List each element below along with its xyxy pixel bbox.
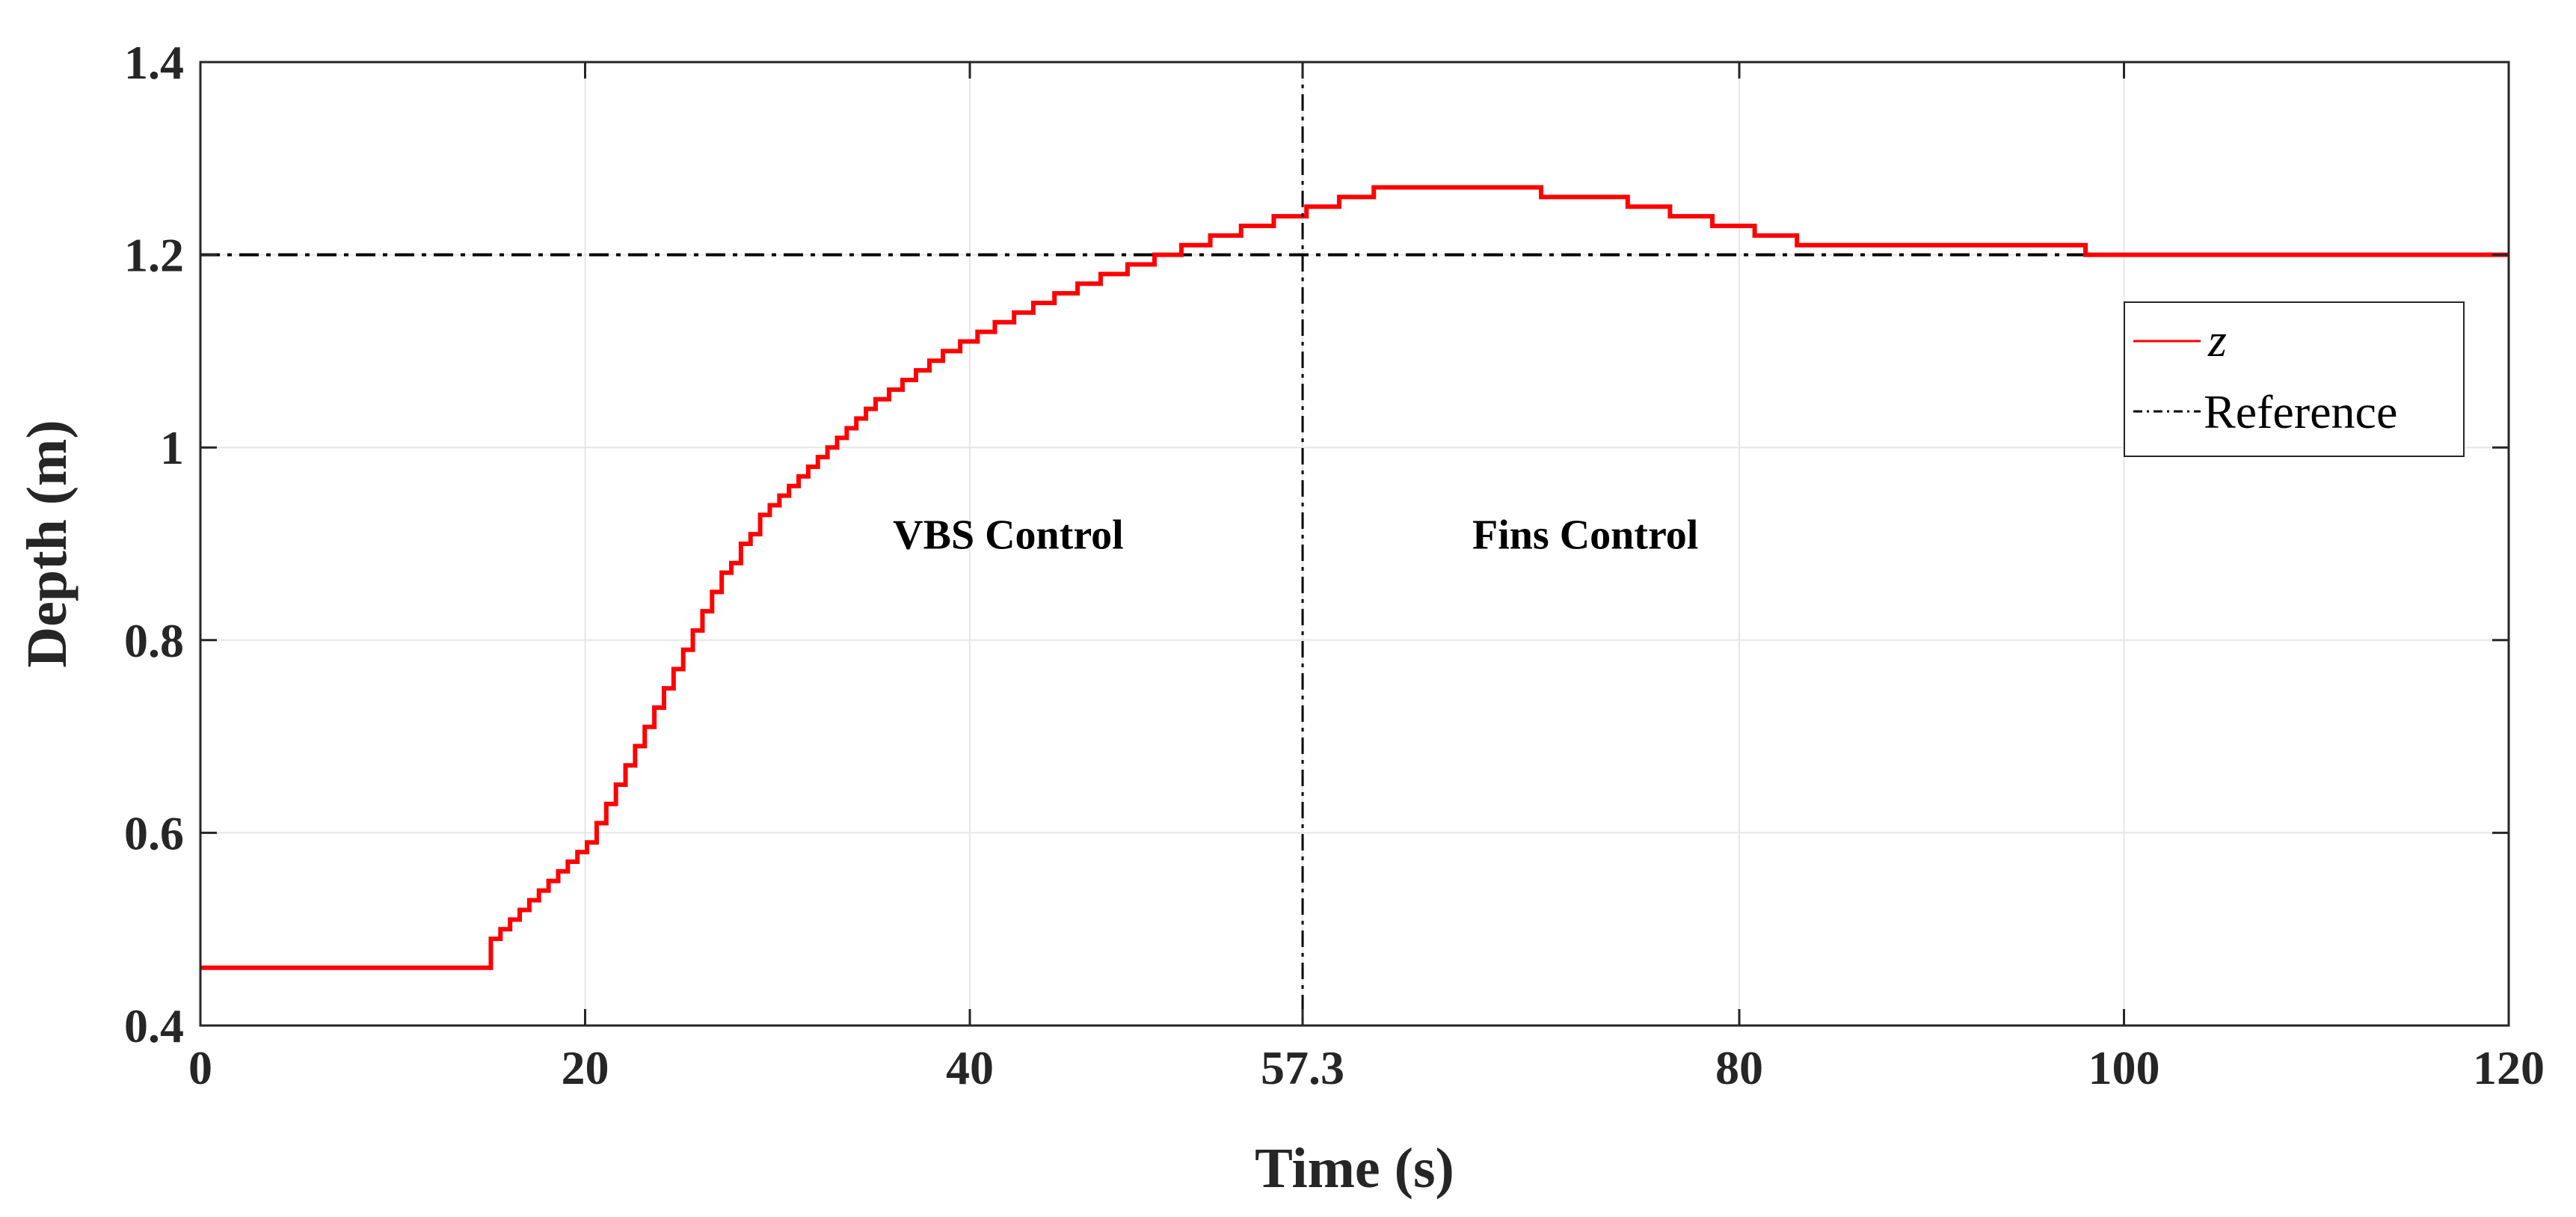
- y-tick-label: 0.4: [124, 999, 184, 1052]
- series-layer: [200, 185, 2509, 970]
- legend: z Reference: [2124, 301, 2465, 457]
- y-tick-label: 1.2: [124, 229, 184, 282]
- x-tick-label: 57.3: [1261, 1041, 1344, 1094]
- z-series-line: [200, 185, 2509, 970]
- x-tick-label: 40: [946, 1041, 994, 1094]
- x-tick-label: 20: [562, 1041, 609, 1094]
- legend-label-reference: Reference: [2204, 385, 2397, 438]
- x-tick-label: 120: [2473, 1041, 2545, 1094]
- x-axis-label: Time (s): [1255, 1137, 1454, 1200]
- x-tick-label: 0: [188, 1041, 212, 1094]
- y-tick-label: 1: [160, 421, 184, 474]
- annotation-layer: VBS Control Fins Control: [893, 512, 1698, 558]
- x-tick-label: 100: [2088, 1041, 2160, 1094]
- annotation-label: Fins Control: [1472, 512, 1698, 558]
- x-tick-label: 80: [1715, 1041, 1763, 1094]
- legend-box: [2124, 301, 2465, 457]
- y-tick-label: 1.4: [124, 36, 184, 89]
- tick-layer: 0 20 40 57.3 80 100 120 0.4 0.6 0.8 1 1.2 1.4: [124, 36, 2545, 1094]
- y-tick-label: 0.8: [124, 614, 184, 667]
- y-tick-label: 0.6: [124, 806, 184, 859]
- plot-frame: [199, 61, 2510, 1027]
- annotation-label: VBS Control: [893, 512, 1124, 558]
- y-axis-label: Depth (m): [16, 420, 79, 667]
- legend-label-z: z: [2207, 313, 2227, 367]
